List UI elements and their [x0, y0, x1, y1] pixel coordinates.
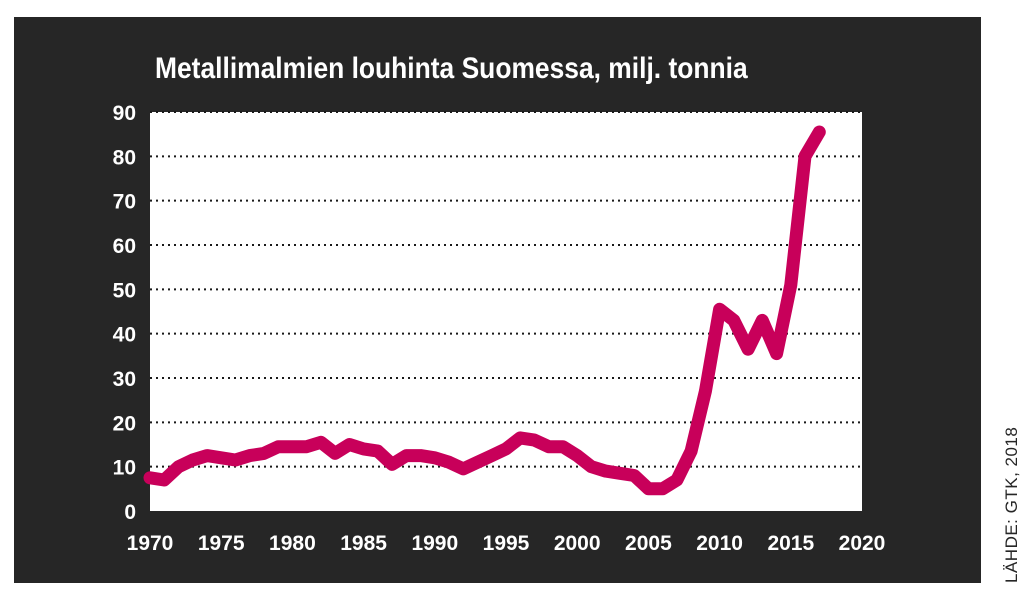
- y-tick-label-50: 50: [113, 279, 136, 302]
- y-tick-label-70: 70: [113, 191, 136, 214]
- y-tick-label-80: 80: [113, 146, 136, 169]
- y-tick-label-30: 30: [113, 368, 136, 391]
- x-tick-label-2020: 2020: [839, 532, 886, 555]
- x-tick-label-1975: 1975: [198, 532, 245, 555]
- x-tick-label-1995: 1995: [483, 532, 530, 555]
- y-tick-label-20: 20: [113, 412, 136, 435]
- series-layer: [143, 125, 826, 496]
- x-tick-label-2005: 2005: [625, 532, 672, 555]
- gridlines: [150, 111, 862, 468]
- x-tick-label-2010: 2010: [696, 532, 743, 555]
- y-tick-labels: 0 10 20 30 40 50 60 70 80 90: [113, 102, 136, 524]
- x-tick-labels: 1970 1975 1980 1985 1990 1995 2000 2005 2010 2015…: [127, 532, 886, 555]
- x-tick-label-1970: 1970: [127, 532, 174, 555]
- x-tick-label-1985: 1985: [340, 532, 387, 555]
- y-tick-label-10: 10: [113, 457, 136, 480]
- x-tick-label-2000: 2000: [554, 532, 601, 555]
- x-tick-label-1990: 1990: [411, 532, 458, 555]
- x-tick-label-2015: 2015: [767, 532, 814, 555]
- series-line-0: [143, 125, 826, 496]
- chart-title: Metallimalmien louhinta Suomessa, milj. …: [155, 52, 748, 85]
- y-tick-label-40: 40: [113, 324, 136, 347]
- x-tick-label-1980: 1980: [269, 532, 316, 555]
- y-tick-label-90: 90: [113, 102, 136, 125]
- y-tick-label-0: 0: [124, 501, 136, 524]
- y-tick-label-60: 60: [113, 235, 136, 258]
